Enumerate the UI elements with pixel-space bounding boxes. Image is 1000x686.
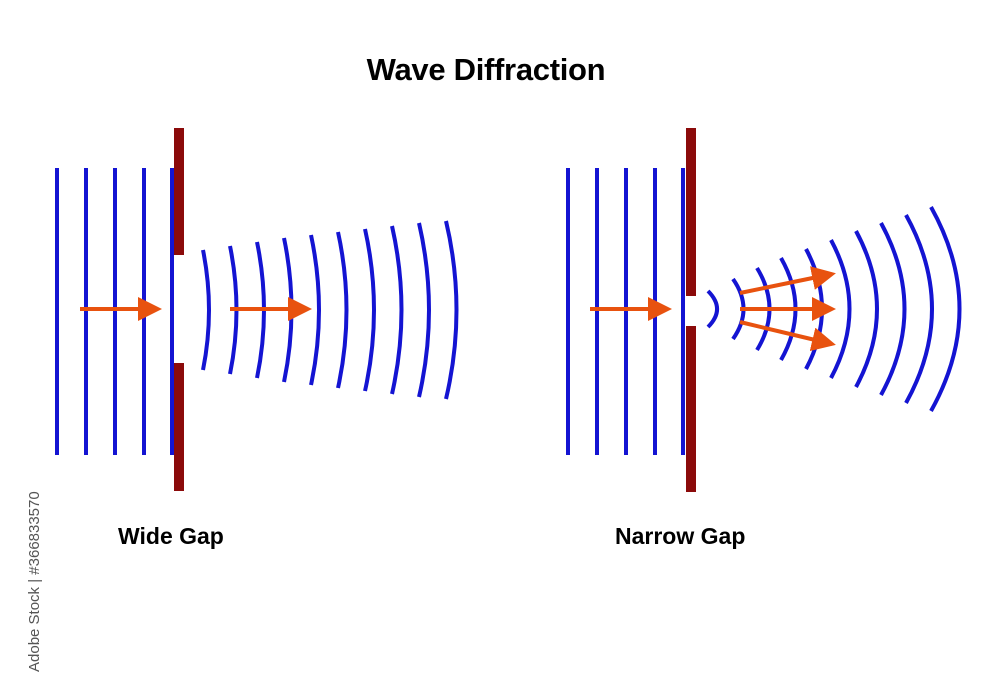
wide-gap-panel	[55, 128, 459, 491]
diffracted-wavefront	[879, 222, 907, 396]
narrow-gap-caption: Narrow Gap	[615, 523, 746, 549]
diffracted-wavefront	[309, 234, 321, 386]
diffracted-wavefront	[390, 225, 404, 395]
barrier-upper	[174, 128, 184, 255]
diffracted-wavefront	[363, 228, 376, 392]
barrier-lower	[174, 363, 184, 491]
stock-id-watermark: Adobe Stock | #366833570	[26, 491, 43, 672]
wide-gap-caption: Wide Gap	[118, 523, 224, 549]
diffracted-wavefront	[854, 230, 879, 388]
narrow-incident-wavefronts	[566, 168, 685, 455]
diffracted-arrow-down	[739, 320, 836, 352]
diffracted-wavefront	[444, 220, 459, 400]
wide-incident-wavefronts	[55, 168, 174, 455]
diffracted-wavefront	[706, 289, 719, 329]
barrier-lower	[686, 326, 696, 492]
narrow-barrier	[686, 128, 696, 492]
narrow-arrows	[590, 266, 836, 352]
diffracted-wavefront	[829, 239, 852, 379]
diffracted-wavefront	[417, 222, 431, 398]
diffracted-wavefront	[201, 249, 211, 371]
wide-diffracted-wavefronts	[201, 220, 459, 400]
narrow-gap-panel	[566, 128, 962, 492]
diffracted-wavefront	[336, 231, 349, 389]
wide-barrier	[174, 128, 184, 491]
diffracted-arrow-up	[739, 266, 836, 295]
diffracted-wavefront	[904, 214, 934, 404]
barrier-upper	[686, 128, 696, 296]
diffracted-wavefront	[929, 206, 962, 412]
diagram-title: Wave Diffraction	[366, 52, 606, 87]
